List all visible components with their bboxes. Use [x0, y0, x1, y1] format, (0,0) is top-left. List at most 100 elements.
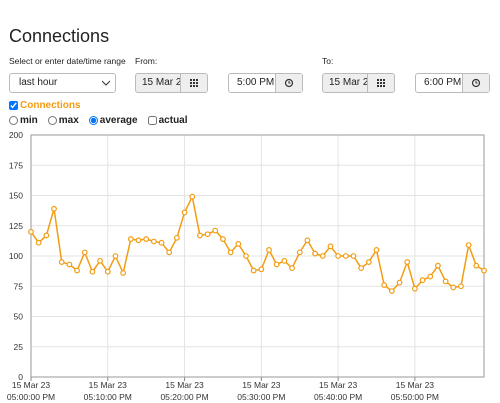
calendar-icon: [190, 79, 198, 87]
checkbox[interactable]: [147, 116, 157, 125]
data-point: [143, 236, 150, 242]
x-tick-label: 15 Mar 23: [165, 380, 204, 390]
data-point: [197, 232, 203, 239]
to-date-value: 15 Mar 2: [329, 77, 369, 88]
x-tick-label: 15 Mar 23: [319, 380, 358, 390]
data-point: [335, 253, 342, 259]
from-date-value: 15 Mar 2: [142, 77, 182, 88]
x-tick-label: 05:30:00 PM: [237, 392, 285, 402]
data-point: [419, 277, 426, 284]
data-point: [388, 288, 395, 294]
option-label: min: [20, 115, 38, 126]
x-tick-label: 05:00:00 PM: [7, 392, 55, 402]
calendar-button[interactable]: [180, 74, 207, 92]
data-point: [327, 243, 334, 250]
from-label: From:: [135, 56, 158, 66]
range-label: Select or enter date/time range: [9, 56, 126, 66]
data-point: [212, 227, 219, 234]
data-point: [442, 278, 449, 285]
data-point: [28, 228, 34, 235]
clock-button[interactable]: [275, 74, 302, 92]
x-tick-label: 15 Mar 23: [396, 380, 435, 390]
option-actual[interactable]: actual: [147, 115, 188, 126]
data-point: [135, 237, 142, 244]
data-point: [89, 268, 96, 275]
y-tick-label: 125: [9, 221, 23, 231]
data-point: [381, 282, 388, 288]
y-tick-label: 25: [14, 342, 24, 352]
x-tick-label: 15 Mar 23: [89, 380, 128, 390]
calendar-button[interactable]: [367, 74, 394, 92]
option-min[interactable]: min: [9, 115, 38, 126]
x-tick-label: 05:40:00 PM: [314, 392, 362, 402]
data-point: [411, 285, 418, 292]
data-point: [427, 273, 434, 280]
y-tick-label: 200: [9, 130, 23, 140]
x-tick-label: 05:50:00 PM: [391, 392, 439, 402]
data-point: [342, 253, 349, 259]
data-point: [289, 265, 295, 272]
data-point: [120, 270, 127, 276]
radio[interactable]: [9, 116, 18, 125]
option-average[interactable]: average: [88, 115, 138, 126]
data-point: [112, 253, 119, 259]
radio[interactable]: [88, 116, 98, 125]
data-point: [66, 261, 73, 268]
data-point: [235, 240, 242, 247]
data-point: [465, 242, 472, 249]
data-point: [396, 279, 403, 286]
y-tick-label: 0: [18, 372, 23, 382]
clock-button[interactable]: [462, 74, 489, 92]
data-point: [350, 253, 357, 259]
data-point: [43, 232, 50, 239]
data-point: [250, 267, 257, 274]
data-point: [281, 257, 288, 264]
data-point: [243, 253, 249, 259]
option-max[interactable]: max: [47, 115, 79, 126]
data-point: [450, 284, 457, 291]
y-tick-label: 175: [9, 160, 23, 170]
data-point: [473, 262, 480, 269]
dropdown-arrow: [102, 80, 110, 86]
from-time[interactable]: 5:00 PM: [228, 73, 303, 93]
series-line: [30, 194, 485, 293]
series-toggle-label: Connections: [20, 100, 81, 111]
option-label: max: [58, 115, 79, 126]
data-point: [158, 239, 165, 246]
y-tick-label: 75: [14, 281, 24, 291]
data-point: [81, 249, 88, 256]
data-point: [373, 247, 380, 253]
y-tick-label: 100: [9, 251, 23, 261]
series-toggle[interactable]: Connections: [9, 100, 81, 111]
range-select[interactable]: last hour: [9, 73, 116, 93]
page-title: Connections: [9, 26, 110, 46]
series-checkbox[interactable]: [9, 101, 18, 110]
data-point: [204, 231, 211, 238]
data-point: [150, 238, 157, 245]
data-point: [181, 209, 188, 216]
from-date[interactable]: 15 Mar 2: [135, 73, 208, 93]
data-point: [435, 262, 441, 269]
to-time-value: 6:00 PM: [424, 77, 462, 88]
radio[interactable]: [47, 116, 57, 125]
data-point: [166, 249, 173, 256]
data-point: [481, 267, 487, 274]
option-label: actual: [158, 115, 188, 126]
calendar-icon: [377, 79, 385, 87]
data-point: [358, 265, 365, 272]
data-point: [258, 266, 265, 273]
clock-icon: [471, 78, 481, 88]
to-label: To:: [322, 56, 334, 66]
x-tick-label: 05:20:00 PM: [160, 392, 208, 402]
data-point: [35, 239, 42, 246]
data-point: [227, 249, 234, 256]
clock-icon: [284, 78, 294, 88]
to-date[interactable]: 15 Mar 2: [322, 73, 395, 93]
x-tick-label: 15 Mar 23: [242, 380, 281, 390]
to-time[interactable]: 6:00 PM: [415, 73, 490, 93]
y-tick-label: 50: [14, 312, 24, 322]
data-point: [51, 205, 57, 212]
data-point: [319, 253, 326, 259]
data-point: [104, 268, 111, 275]
